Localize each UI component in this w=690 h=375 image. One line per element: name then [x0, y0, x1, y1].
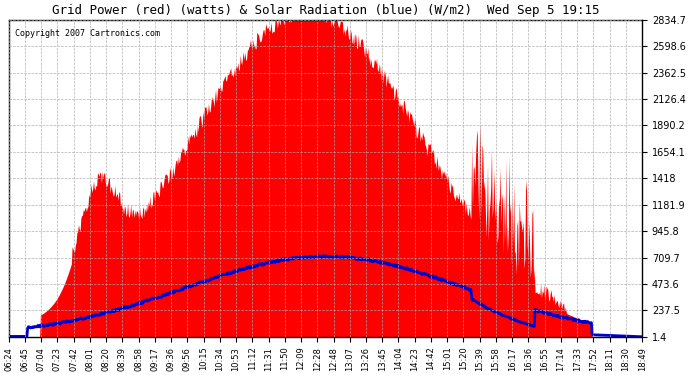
Text: Copyright 2007 Cartronics.com: Copyright 2007 Cartronics.com	[15, 29, 160, 38]
Title: Grid Power (red) (watts) & Solar Radiation (blue) (W/m2)  Wed Sep 5 19:15: Grid Power (red) (watts) & Solar Radiati…	[52, 4, 599, 17]
